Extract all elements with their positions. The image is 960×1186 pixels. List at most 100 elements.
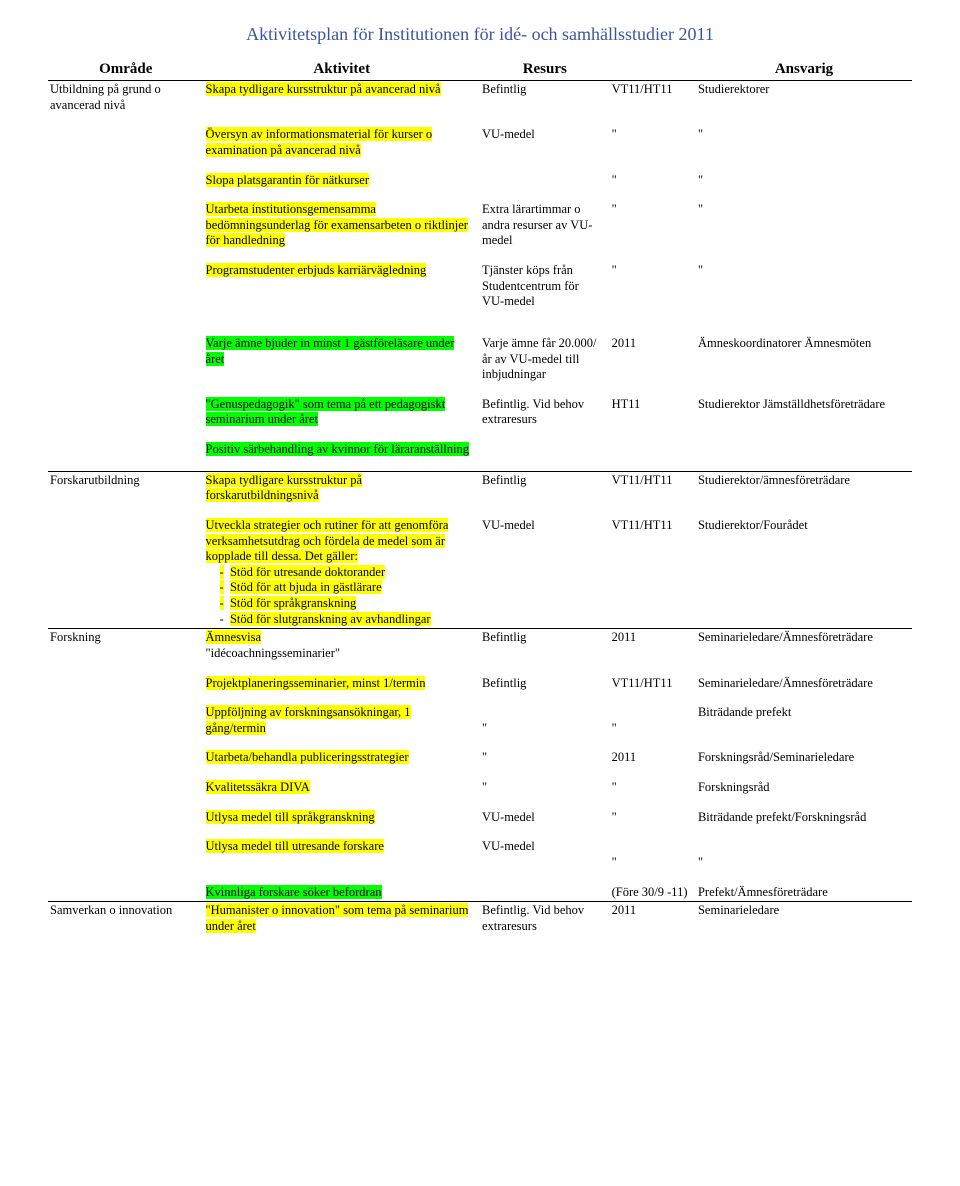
resource-cell: VU-medel <box>480 126 610 159</box>
bullet-prefix: - <box>220 565 224 579</box>
activity-text: Utarbeta institutionsgemensamma bedömnin… <box>206 202 468 247</box>
activity-cell: Kvinnliga forskare söker befordran <box>204 884 480 902</box>
bullet-text: Stöd för slutgranskning av avhandlingar <box>230 612 431 626</box>
responsible-cell: Forskningsråd/Seminarieledare <box>696 749 912 767</box>
activity-cell: Programstudenter erbjuds karriärvägledni… <box>204 262 480 311</box>
when-cell: " <box>610 126 696 159</box>
resource-cell: " <box>480 704 610 737</box>
responsible-cell: Studierektor/Fourådet <box>696 517 912 629</box>
when-cell: " <box>610 262 696 311</box>
resource-cell: Befintlig <box>480 81 610 115</box>
activity-cell: Utlysa medel till språkgranskning <box>204 809 480 827</box>
resource-cell: Befintlig. Vid behov extraresurs <box>480 902 610 936</box>
activity-text: Slopa platsgarantin för nätkurser <box>206 173 370 187</box>
responsible-cell: " <box>696 262 912 311</box>
activity-text: Utarbeta/behandla publiceringsstrategier <box>206 750 409 764</box>
activity-text: Översyn av informationsmaterial för kurs… <box>206 127 433 157</box>
resource-cell: VU-medel <box>480 517 610 629</box>
responsible-cell: " <box>696 126 912 159</box>
activity-cell: Översyn av informationsmaterial för kurs… <box>204 126 480 159</box>
bullet-text: Stöd för att bjuda in gästlärare <box>230 580 382 594</box>
area-cell: Utbildning på grund o avancerad nivå <box>48 81 204 115</box>
plan-table: Område Aktivitet Resurs Ansvarig Utbildn… <box>48 59 912 935</box>
responsible-cell: Biträdande prefekt/Forskningsråd <box>696 809 912 827</box>
when-cell: " <box>610 172 696 190</box>
activity-cell: Utlysa medel till utresande forskare <box>204 838 480 871</box>
when-cell: 2011 <box>610 629 696 663</box>
header-area: Område <box>48 59 204 81</box>
when-cell: " <box>610 838 696 871</box>
when-cell: " <box>610 704 696 737</box>
bullet-prefix: - <box>220 580 224 594</box>
activity-cell: Slopa platsgarantin för nätkurser <box>204 172 480 190</box>
responsible-cell: " <box>696 201 912 250</box>
resource-cell: VU-medel <box>480 809 610 827</box>
activity-cell: "Humanister o innovation" som tema på se… <box>204 902 480 936</box>
activity-cell: Utarbeta/behandla publiceringsstrategier <box>204 749 480 767</box>
activity-text: Ämnesvisa <box>206 630 262 644</box>
responsible-cell: Seminarieledare/Ämnesföreträdare <box>696 675 912 693</box>
when-cell: (Före 30/9 -11) <box>610 884 696 902</box>
activity-text: Kvalitetssäkra DIVA <box>206 780 310 794</box>
activity-text: Varje ämne bjuder in minst 1 gästföreläs… <box>206 336 455 366</box>
activity-text: Skapa tydligare kursstruktur på forskaru… <box>206 473 363 503</box>
when-cell: " <box>610 809 696 827</box>
responsible-cell: Prefekt/Ämnesföreträdare <box>696 884 912 902</box>
responsible-cell: Studierektor/ämnesföreträdare <box>696 471 912 505</box>
bullet-prefix: - <box>220 612 224 626</box>
area-cell: Forskning <box>48 629 204 663</box>
activity-text: Kvinnliga forskare söker befordran <box>206 885 382 899</box>
area-cell: Samverkan o innovation <box>48 902 204 936</box>
activity-text: Skapa tydligare kursstruktur på avancera… <box>206 82 441 96</box>
resource-cell: " <box>480 749 610 767</box>
activity-cell: Skapa tydligare kursstruktur på avancera… <box>204 81 480 115</box>
activity-cell: Ämnesvisa "idécoachningsseminarier" <box>204 629 480 663</box>
resource-cell: Tjänster köps från Studentcentrum för VU… <box>480 262 610 311</box>
activity-text: Utlysa medel till språkgranskning <box>206 810 375 824</box>
activity-cell: Kvalitetssäkra DIVA <box>204 779 480 797</box>
activity-text: Projektplaneringsseminarier, minst 1/ter… <box>206 676 426 690</box>
activity-text: "idécoachningsseminarier" <box>206 646 340 660</box>
resource-cell: Befintlig <box>480 471 610 505</box>
bullet-text: Stöd för utresande doktorander <box>230 565 385 579</box>
activity-text: "Genuspedagogik" som tema på ett pedagog… <box>206 397 446 427</box>
header-resource: Resurs <box>480 59 610 81</box>
activity-cell: Skapa tydligare kursstruktur på forskaru… <box>204 471 480 505</box>
resource-cell: VU-medel <box>480 838 610 871</box>
header-activity: Aktivitet <box>204 59 480 81</box>
when-cell: 2011 <box>610 902 696 936</box>
bullet-text: Stöd för språkgranskning <box>230 596 356 610</box>
when-cell: VT11/HT11 <box>610 675 696 693</box>
responsible-cell: " <box>696 172 912 190</box>
activity-cell: Utarbeta institutionsgemensamma bedömnin… <box>204 201 480 250</box>
activity-cell: Uppföljning av forskningsansökningar, 1 … <box>204 704 480 737</box>
activity-text: Utveckla strategier och rutiner för att … <box>206 518 449 563</box>
when-cell: VT11/HT11 <box>610 517 696 629</box>
responsible-cell: Seminarieledare <box>696 902 912 936</box>
resource-cell: Befintlig <box>480 629 610 663</box>
when-cell: 2011 <box>610 335 696 384</box>
responsible-cell: Forskningsråd <box>696 779 912 797</box>
activity-cell: Varje ämne bjuder in minst 1 gästföreläs… <box>204 335 480 384</box>
resource-cell: Befintlig. Vid behov extraresurs <box>480 396 610 429</box>
bullet-prefix: - <box>220 596 224 610</box>
resource-cell: Extra lärartimmar o andra resurser av VU… <box>480 201 610 250</box>
header-blank <box>610 59 696 81</box>
resource-cell: Befintlig <box>480 675 610 693</box>
activity-cell: "Genuspedagogik" som tema på ett pedagog… <box>204 396 480 429</box>
when-cell: " <box>610 201 696 250</box>
when-cell: VT11/HT11 <box>610 81 696 115</box>
activity-cell: Positiv särbehandling av kvinnor för lär… <box>204 441 480 459</box>
resource-cell: Varje ämne får 20.000/år av VU-medel til… <box>480 335 610 384</box>
responsible-cell: Studierektorer <box>696 81 912 115</box>
responsible-cell: Biträdande prefekt <box>696 704 912 737</box>
activity-text: Positiv särbehandling av kvinnor för lär… <box>206 442 469 456</box>
activity-text: Programstudenter erbjuds karriärvägledni… <box>206 263 427 277</box>
area-cell: Forskarutbildning <box>48 471 204 505</box>
when-cell: " <box>610 779 696 797</box>
activity-text: Utlysa medel till utresande forskare <box>206 839 384 853</box>
activity-cell: Utveckla strategier och rutiner för att … <box>204 517 480 629</box>
when-cell: VT11/HT11 <box>610 471 696 505</box>
resource-cell: " <box>480 779 610 797</box>
activity-text: "Humanister o innovation" som tema på se… <box>206 903 469 933</box>
